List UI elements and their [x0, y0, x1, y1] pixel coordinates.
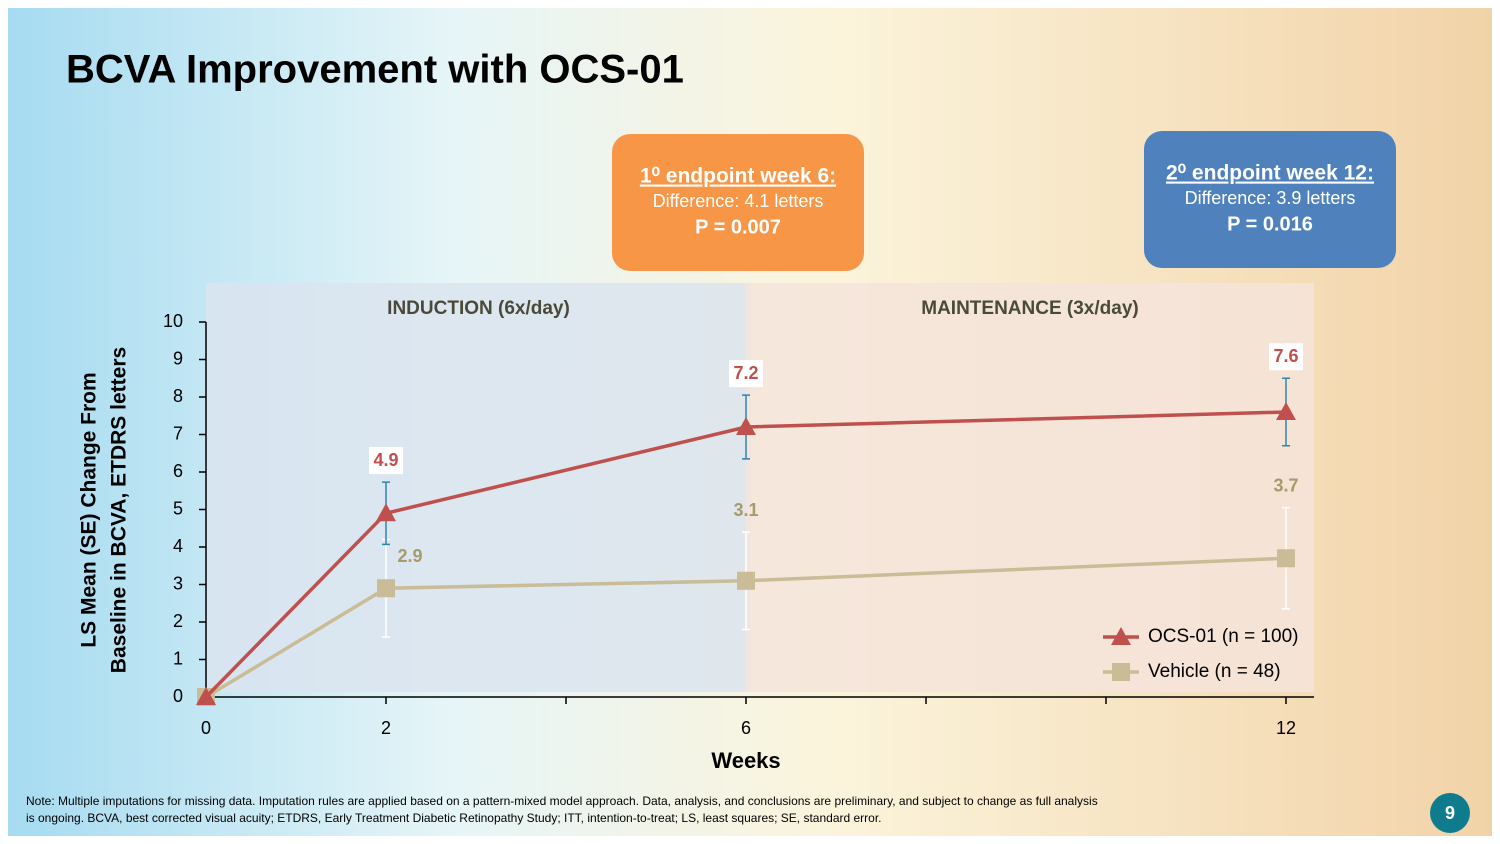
- y-tick-label: 8: [173, 386, 183, 406]
- marker: [737, 571, 755, 590]
- callout-line: P = 0.007: [695, 216, 781, 238]
- legend-label: Vehicle (n = 48): [1148, 661, 1281, 682]
- x-tick-label: 12: [1276, 718, 1296, 738]
- footnote: is ongoing. BCVA, best corrected visual …: [26, 811, 882, 825]
- y-tick-label: 7: [173, 423, 183, 443]
- callout-line: Difference: 4.1 letters: [653, 191, 824, 211]
- y-axis-label: Baseline in BCVA, ETDRS letters: [108, 347, 131, 673]
- y-tick-label: 10: [163, 311, 183, 331]
- series-line: [205, 556, 1287, 699]
- marker: [1277, 549, 1295, 568]
- legend-label: OCS-01 (n = 100): [1148, 626, 1299, 647]
- callout-box: [612, 134, 864, 271]
- y-tick-label: 3: [173, 573, 183, 593]
- data-label-bg: [369, 447, 403, 475]
- phase-region: [206, 283, 751, 692]
- x-tick-label: 6: [741, 718, 751, 738]
- x-axis-label: Weeks: [711, 748, 780, 773]
- data-label-bg: [729, 360, 763, 388]
- y-tick-label: 2: [173, 611, 183, 631]
- legend-marker: [1111, 627, 1131, 645]
- series-line: [204, 410, 1287, 699]
- callout-box: [1144, 131, 1396, 268]
- phase-label: INDUCTION (6x/day): [387, 298, 570, 319]
- data-label: 7.2: [733, 363, 758, 383]
- data-label: 2.9: [397, 546, 422, 566]
- marker: [377, 579, 395, 598]
- marker: [196, 687, 216, 705]
- marker: [1276, 402, 1296, 420]
- callout-heading: 2⁰ endpoint week 12:: [1166, 162, 1374, 185]
- callout-line: P = 0.016: [1227, 213, 1313, 235]
- callout-heading: 1⁰ endpoint week 6:: [640, 165, 836, 188]
- marker: [736, 417, 756, 435]
- data-label: 3.7: [1273, 475, 1298, 495]
- phase-label: MAINTENANCE (3x/day): [921, 298, 1138, 319]
- callout-line: Difference: 3.9 letters: [1185, 188, 1356, 208]
- page-badge: [1430, 793, 1470, 833]
- x-tick-label: 2: [381, 718, 391, 738]
- data-label-bg: [1269, 343, 1303, 371]
- y-tick-label: 5: [173, 498, 183, 518]
- y-axis-label: LS Mean (SE) Change From: [78, 372, 101, 647]
- y-tick-label: 1: [173, 648, 183, 668]
- plot: INDUCTION (6x/day) MAINTENANCE (3x/day) 0 1…: [78, 283, 1314, 773]
- page-number: 9: [1445, 803, 1455, 823]
- y-tick-label: 9: [173, 348, 183, 368]
- data-label: 4.9: [373, 450, 398, 470]
- slide-title: BCVA Improvement with OCS-01: [66, 48, 684, 92]
- x-tick-label: 0: [201, 718, 211, 738]
- marker: [376, 503, 396, 522]
- y-tick-label: 6: [173, 461, 183, 481]
- data-label: 3.1: [733, 500, 758, 520]
- legend-marker: [1112, 663, 1130, 681]
- data-label: 7.6: [1273, 346, 1298, 366]
- footnote: Note: Multiple imputations for missing d…: [26, 794, 1098, 808]
- y-tick-label: 4: [173, 536, 183, 556]
- phase-region: [746, 283, 1314, 692]
- y-tick-label: 0: [173, 686, 183, 706]
